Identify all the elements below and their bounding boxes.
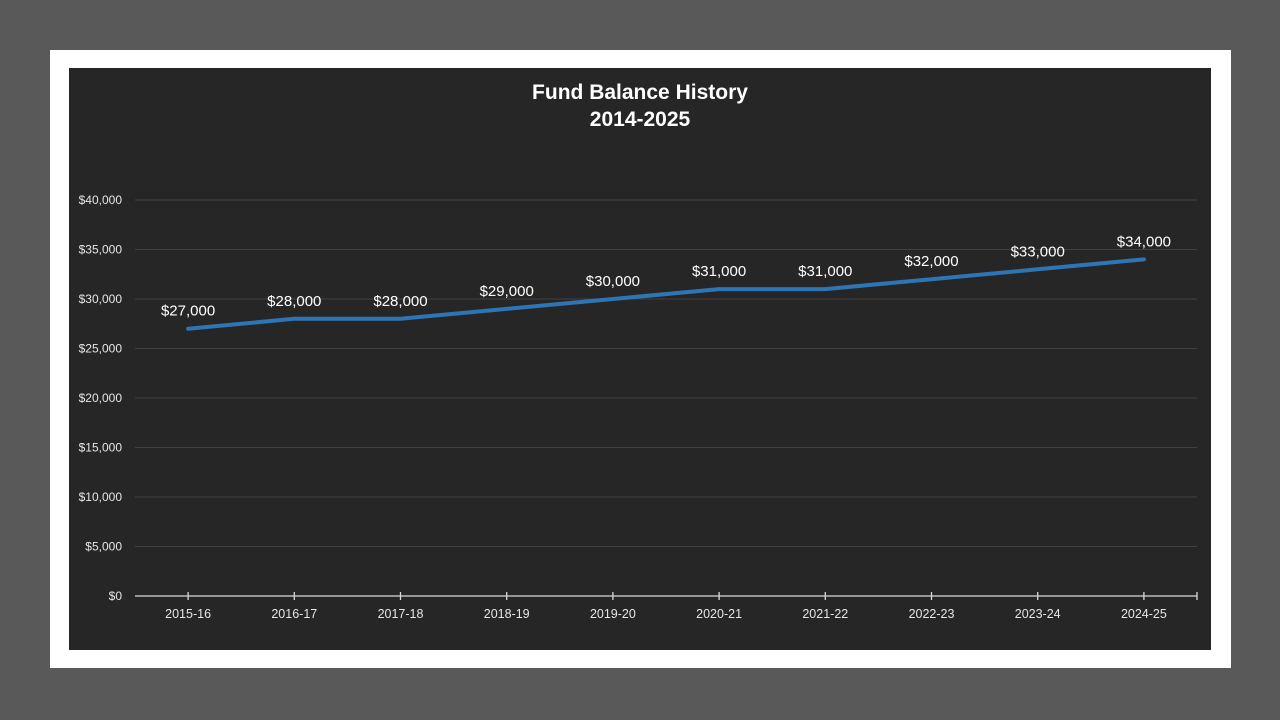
y-axis-tick-label: $15,000 (79, 441, 123, 455)
series-line-fund-balance (186, 257, 1146, 331)
x-axis-tick-label: 2019-20 (590, 607, 636, 621)
x-axis-tick-label: 2024-25 (1121, 607, 1167, 621)
x-axis-tick-label: 2018-19 (484, 607, 530, 621)
data-label: $28,000 (267, 293, 321, 310)
data-label: $27,000 (161, 303, 215, 320)
chart-subtitle: 2014-2025 (589, 108, 691, 131)
y-axis-tick-label: $10,000 (79, 490, 123, 504)
x-axis-tick-label: 2017-18 (378, 607, 424, 621)
x-axis-tick-label: 2022-23 (909, 607, 955, 621)
x-axis-tick-label: 2020-21 (696, 607, 742, 621)
x-axis-tick-label: 2016-17 (271, 607, 317, 621)
data-label: $28,000 (373, 293, 427, 310)
y-axis-tick-label: $30,000 (79, 292, 123, 306)
chart-title: Fund Balance History (532, 81, 748, 104)
data-label: $34,000 (1117, 233, 1171, 250)
data-label: $29,000 (480, 283, 534, 300)
y-axis-tick-label: $0 (109, 589, 123, 603)
data-label: $30,000 (586, 273, 640, 290)
y-axis-tick-label: $25,000 (79, 342, 123, 356)
data-label: $31,000 (798, 263, 852, 280)
chart-title-block: Fund Balance History 2014-2025 (69, 79, 1211, 133)
data-label: $32,000 (904, 253, 958, 270)
slide: Fund Balance History 2014-2025 $0 $5,000 $… (50, 50, 1231, 668)
y-axis-tick-label: $5,000 (85, 540, 122, 554)
fund-balance-chart: Fund Balance History 2014-2025 $0 $5,000 $… (69, 68, 1211, 650)
line-chart-plot: $0 $5,000 $10,000 $15,000 $20,000 $25,000 $30,… (79, 193, 1198, 621)
x-axis-tick-label: 2021-22 (802, 607, 848, 621)
data-label: $33,000 (1011, 243, 1065, 260)
y-axis-tick-label: $20,000 (79, 391, 123, 405)
data-label: $31,000 (692, 263, 746, 280)
x-axis-tick-label: 2015-16 (165, 607, 211, 621)
y-axis-tick-label: $40,000 (79, 193, 123, 207)
x-axis-tick-label: 2023-24 (1015, 607, 1061, 621)
y-axis-tick-label: $35,000 (79, 243, 123, 257)
